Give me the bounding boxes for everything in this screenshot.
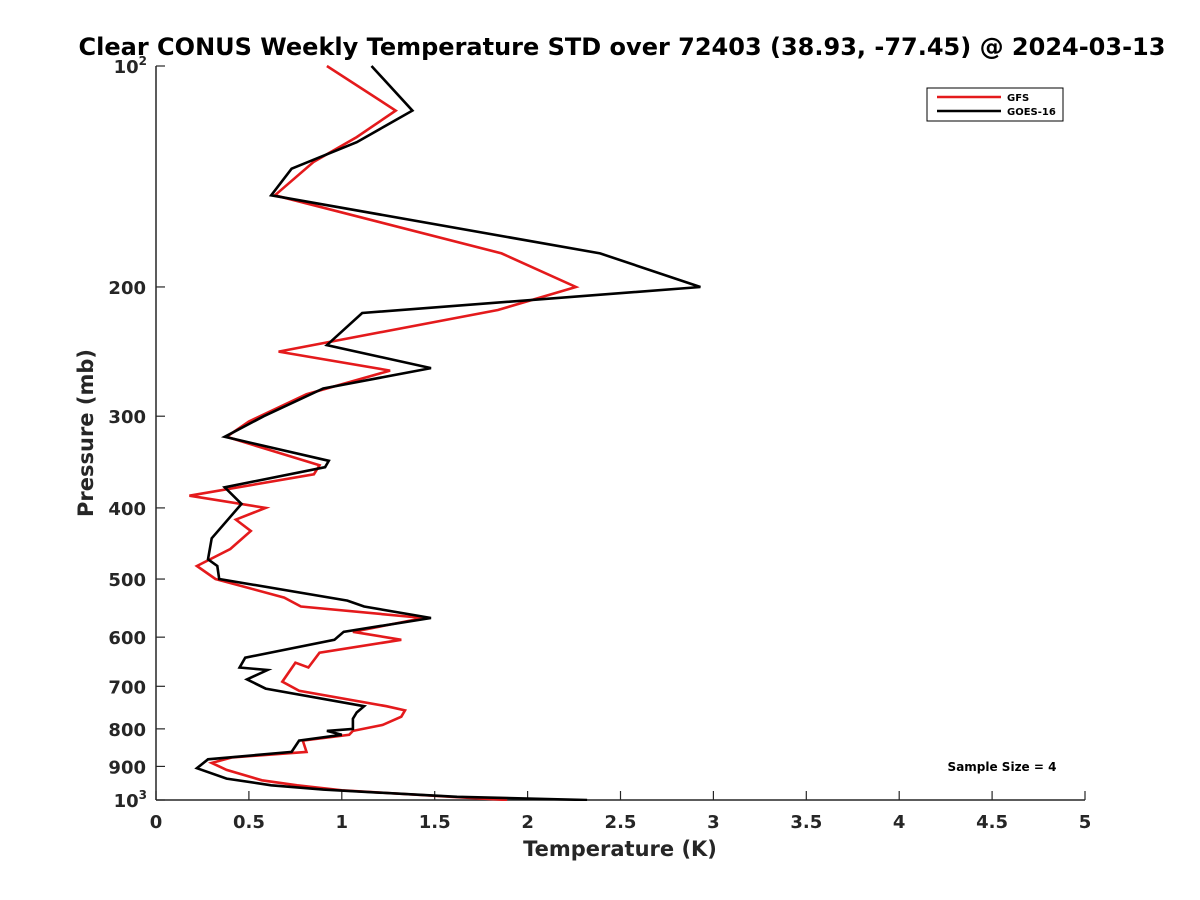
x-tick-label: 3	[707, 812, 720, 833]
x-tick-label: 2	[521, 812, 534, 833]
legend-label-gfs: GFS	[1007, 93, 1029, 104]
y-tick-label: 102	[114, 54, 147, 78]
x-tick-label: 0.5	[233, 812, 265, 833]
x-tick-label: 4.5	[976, 812, 1008, 833]
x-tick-label: 4	[893, 812, 906, 833]
chart-title: Clear CONUS Weekly Temperature STD over …	[79, 33, 1166, 61]
y-tick-label: 300	[108, 407, 146, 428]
y-tick-label: 900	[108, 757, 146, 778]
y-tick-label: 600	[108, 628, 146, 649]
plot-area: 0 0.5 1 1.5 2 2.5 3 3.5 4 4.5 5 102 200 300 400 500 600 7…	[108, 54, 1091, 833]
x-tick-label: 0	[150, 812, 163, 833]
x-tick-label: 1	[336, 812, 349, 833]
x-tick-label: 5	[1079, 812, 1092, 833]
x-tick-label: 2.5	[605, 812, 637, 833]
legend: GFS GOES-16	[926, 87, 1064, 122]
y-tick-label: 400	[108, 499, 146, 520]
x-axis-label: Temperature (K)	[523, 837, 717, 861]
series-line-gfs	[189, 65, 580, 801]
series-line-goes-16	[194, 65, 701, 801]
legend-box	[926, 87, 1064, 122]
y-tick-label: 700	[108, 677, 146, 698]
x-tick-label: 3.5	[790, 812, 822, 833]
sample-size-annotation: Sample Size = 4	[948, 760, 1057, 774]
x-tick-label: 1.5	[419, 812, 451, 833]
y-axis-label: Pressure (mb)	[74, 349, 98, 517]
y-tick-label: 500	[108, 570, 146, 591]
y-tick-label: 800	[108, 720, 146, 741]
y-tick-label: 103	[114, 788, 147, 812]
legend-label-goes-16: GOES-16	[1007, 107, 1056, 118]
y-tick-label: 200	[108, 278, 146, 299]
